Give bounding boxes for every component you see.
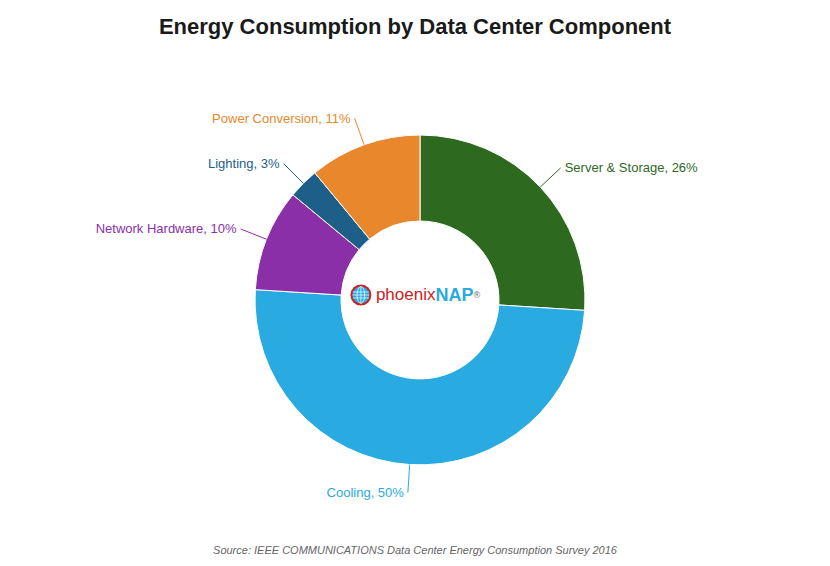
svg-text:Power Conversion, 11%: Power Conversion, 11% (212, 111, 351, 126)
svg-text:Cooling, 50%: Cooling, 50% (327, 485, 405, 500)
svg-text:Network Hardware, 10%: Network Hardware, 10% (96, 221, 237, 236)
html-text:phoenix NAP: phoenix NAP (375, 284, 474, 305)
html-text:Source: IEEE COMMUNICATIONS Da: Source: IEEE COMMUNICATIONS Data Center … (213, 544, 617, 556)
svg-text:Server & Storage, 26%: Server & Storage, 26% (565, 160, 698, 175)
html-text:Energy Consumption by Data Cen: Energy Consumption by Data Center Compon… (158, 14, 672, 39)
svg-text:Lighting, 3%: Lighting, 3% (208, 156, 280, 171)
